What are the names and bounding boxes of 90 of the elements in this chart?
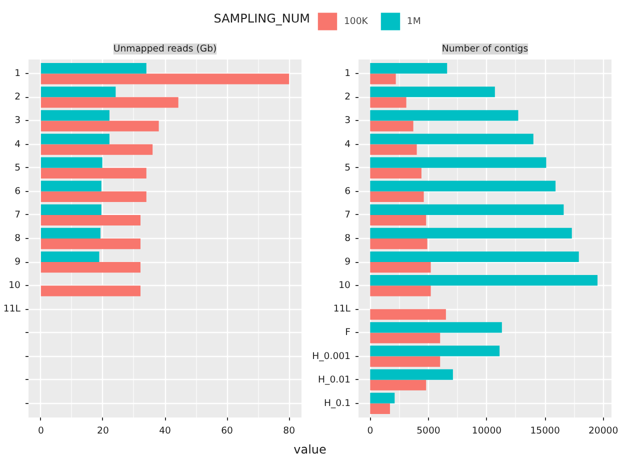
y-tick-label: 2: [14, 92, 21, 103]
bar: [40, 168, 146, 178]
bar: [370, 134, 534, 144]
bar: [370, 356, 440, 367]
y-tick-label: 6: [14, 186, 21, 197]
y-tick-label: H_0.01: [318, 374, 351, 386]
y-tick-label: 3: [344, 115, 351, 126]
bar: [40, 286, 140, 296]
bar: [370, 180, 556, 192]
bar: [370, 322, 502, 333]
x-tick-label: 0: [367, 426, 374, 436]
y-tick-label: 8: [14, 233, 21, 244]
y-tick-label: H_0.1: [324, 398, 351, 409]
bar: [370, 63, 448, 74]
x-tick-label: 5000: [416, 426, 440, 436]
x-tick-label: 10000: [472, 426, 502, 436]
chart-title: Number of contigs: [442, 44, 528, 54]
bar: [370, 144, 417, 155]
bar: [40, 228, 100, 238]
y-tick-label: 4: [344, 138, 351, 150]
bar: [370, 97, 406, 108]
x-tick-label: 20: [97, 426, 109, 436]
y-tick-label: 4: [14, 138, 21, 150]
x-tick-label: 40: [159, 426, 171, 436]
bar: [40, 110, 110, 121]
bar: [370, 110, 518, 121]
x-axis-title: value: [294, 442, 326, 456]
bar: [40, 180, 102, 192]
bar: [370, 392, 395, 404]
bar: [370, 286, 431, 296]
legend-label: 1M: [406, 16, 422, 26]
y-tick-label: 2: [344, 92, 351, 103]
bar: [40, 191, 146, 202]
bar: [370, 332, 440, 344]
bar: [370, 228, 572, 238]
x-tick-label: 15000: [530, 426, 560, 436]
y-tick-label: 1: [14, 68, 21, 80]
y-tick-label: 6: [344, 186, 351, 197]
y-tick-label: 10: [8, 280, 21, 292]
bar: [370, 380, 426, 390]
y-tick-label: 11L: [3, 304, 22, 315]
y-tick-label: 9: [14, 256, 21, 268]
bar: [370, 204, 564, 215]
bar: [370, 369, 453, 380]
y-tick-label: 8: [344, 233, 351, 244]
y-tick-label: 5: [14, 162, 21, 174]
bar: [370, 251, 579, 262]
bar: [40, 134, 110, 144]
y-tick-label: 7: [14, 209, 21, 220]
bar: [370, 86, 495, 98]
x-tick-label: 80: [283, 426, 296, 436]
legend-title: SAMPLING_NUM: [214, 12, 310, 26]
y-tick-label: 11L: [333, 304, 352, 315]
bar: [370, 238, 428, 250]
bar: [370, 275, 598, 286]
y-tick-label: H_0.001: [312, 350, 351, 362]
y-tick-label: 7: [344, 209, 351, 220]
bar: [370, 262, 431, 273]
legend-label: 100K: [344, 16, 368, 26]
bar: [40, 157, 102, 168]
y-tick-label: 1: [344, 68, 351, 80]
chart-title: Unmapped reads (Gb): [113, 44, 217, 54]
bar: [370, 403, 390, 414]
y-tick-label: 5: [344, 162, 351, 174]
bar: [40, 74, 290, 84]
bar: [370, 157, 546, 168]
x-tick-label: 60: [221, 426, 234, 436]
bar: [40, 214, 140, 226]
bar: [370, 74, 396, 84]
bar: [40, 204, 102, 215]
bar: [40, 262, 140, 273]
bar: [370, 346, 500, 356]
bar: [40, 251, 100, 262]
bar: [370, 168, 422, 178]
bar: [40, 144, 153, 155]
y-tick-label: 3: [14, 115, 21, 126]
y-tick-label: 9: [344, 256, 351, 268]
bar: [40, 238, 140, 250]
bar: [370, 120, 414, 132]
x-tick-label: 20000: [588, 426, 618, 436]
bar: [370, 214, 426, 226]
bar: [370, 191, 424, 202]
bar: [40, 120, 159, 132]
y-tick-label: F: [345, 327, 351, 338]
bar: [40, 97, 178, 108]
bar: [40, 86, 116, 98]
bar: [40, 63, 146, 74]
x-tick-label: 0: [38, 426, 44, 436]
bar: [370, 309, 446, 320]
y-tick-label: 10: [338, 280, 351, 292]
